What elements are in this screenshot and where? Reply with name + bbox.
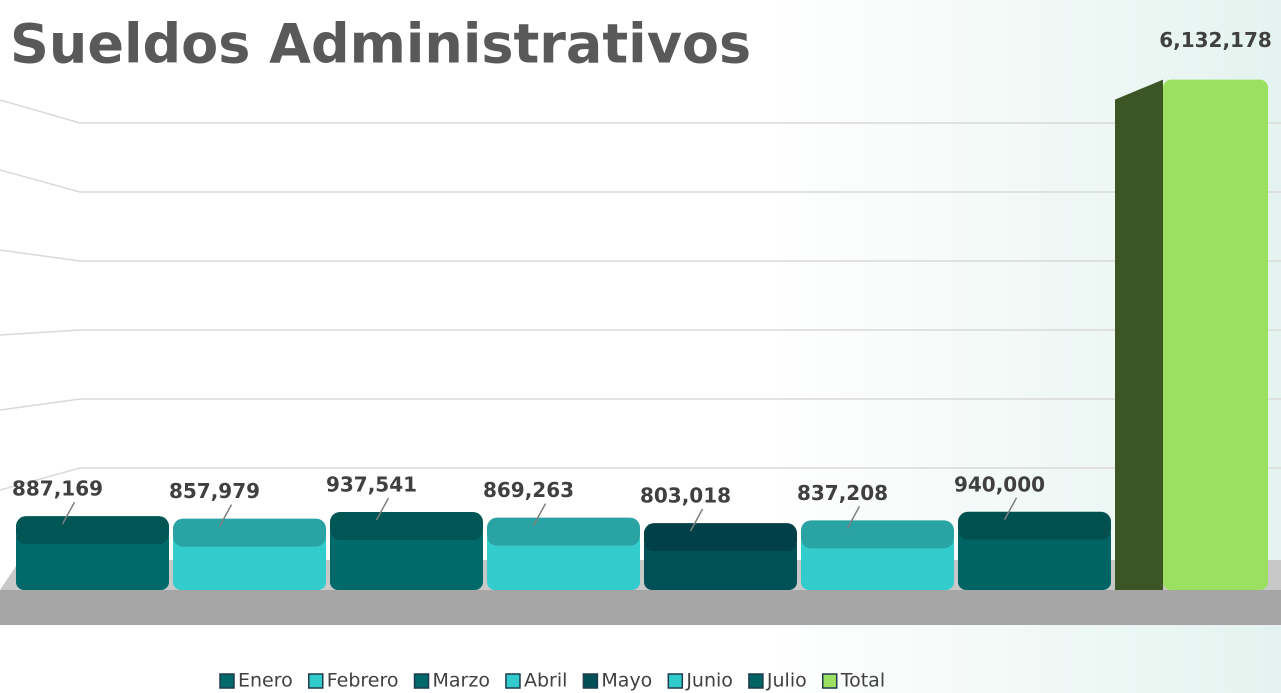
leader-line bbox=[1003, 497, 1018, 521]
legend: Enero Febrero Marzo Abril Mayo Junio Julio Tota… bbox=[219, 670, 885, 692]
value-label: 940,000 bbox=[954, 472, 1045, 496]
legend-label: Mayo bbox=[601, 670, 652, 692]
bar-top bbox=[801, 520, 954, 549]
legend-label: Junio bbox=[685, 670, 733, 692]
legend-label: Total bbox=[840, 670, 885, 692]
value-label: 803,018 bbox=[640, 484, 731, 508]
legend-swatch bbox=[821, 673, 838, 689]
legend-swatch bbox=[505, 673, 521, 689]
value-label: 869,263 bbox=[483, 478, 574, 502]
value-label: 857,979 bbox=[169, 479, 260, 503]
legend-swatch bbox=[748, 673, 764, 689]
grid bbox=[0, 99, 1281, 491]
bar-top bbox=[173, 518, 326, 547]
legend-label: Marzo bbox=[433, 670, 490, 692]
value-label: 6,132,178 bbox=[1159, 28, 1272, 52]
legend-swatch bbox=[308, 673, 324, 689]
leader-line bbox=[689, 508, 704, 532]
plot: 887,169 857,979 937,541 869,263 803,018 837,2… bbox=[12, 28, 1272, 590]
value-label: 887,169 bbox=[12, 477, 103, 501]
leader-line bbox=[218, 504, 233, 527]
bar-top bbox=[958, 511, 1111, 540]
legend-swatch bbox=[413, 673, 430, 689]
bar bbox=[1163, 79, 1268, 590]
legend-swatch bbox=[219, 673, 235, 689]
bar bbox=[330, 525, 483, 590]
leader-line bbox=[61, 501, 76, 525]
floor bbox=[0, 590, 1281, 625]
legend-label: Febrero bbox=[327, 670, 399, 692]
bar bbox=[173, 532, 326, 590]
value-label: 837,208 bbox=[797, 481, 888, 505]
bar-top bbox=[487, 517, 640, 546]
legend-swatch bbox=[582, 673, 599, 689]
chart-title: Sueldos Administrativos bbox=[10, 13, 751, 76]
bar bbox=[16, 530, 169, 590]
leader-line bbox=[846, 505, 861, 529]
bar bbox=[487, 531, 640, 590]
leader-line bbox=[532, 503, 547, 527]
bar-side bbox=[1115, 79, 1163, 590]
legend-label: Abril bbox=[524, 670, 567, 692]
bar-top bbox=[330, 511, 483, 540]
legend-label: Julio bbox=[766, 670, 807, 692]
bar-top bbox=[16, 516, 169, 545]
legend-swatch bbox=[667, 673, 684, 689]
leader-line bbox=[375, 497, 390, 521]
value-label: 937,541 bbox=[326, 472, 417, 496]
legend-label: Enero bbox=[238, 670, 293, 692]
bar bbox=[958, 525, 1111, 590]
bar-top bbox=[644, 523, 797, 552]
